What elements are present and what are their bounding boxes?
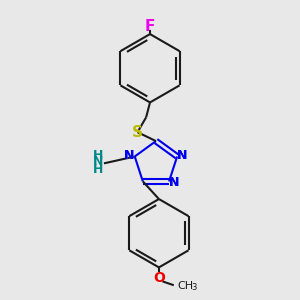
Text: N: N	[177, 148, 188, 161]
Text: N: N	[169, 176, 180, 189]
Text: N: N	[177, 148, 188, 161]
Text: O: O	[153, 271, 165, 285]
Text: CH: CH	[178, 280, 194, 290]
Text: H: H	[93, 163, 103, 176]
Text: N: N	[177, 148, 188, 161]
Text: N: N	[169, 176, 180, 189]
Text: N: N	[124, 148, 135, 161]
Text: 3: 3	[191, 283, 196, 292]
Text: F: F	[145, 19, 155, 34]
Text: S: S	[132, 125, 143, 140]
Text: H: H	[93, 148, 103, 162]
Text: N: N	[169, 176, 180, 189]
Text: N: N	[93, 155, 103, 168]
Text: N: N	[124, 148, 135, 161]
Text: N: N	[124, 148, 135, 161]
